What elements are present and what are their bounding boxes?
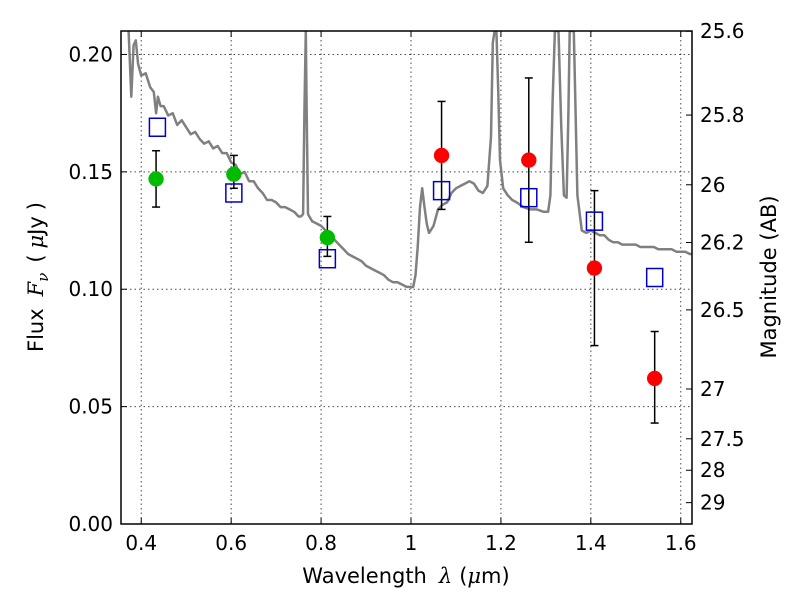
data-markers: [148, 117, 664, 387]
y-axis-symbol-subscript: ν: [34, 273, 52, 282]
mag-tick-label: 26: [700, 173, 725, 197]
mag-tick-label: 25.8: [700, 103, 745, 127]
x-tick-label: 1.2: [485, 531, 517, 555]
y-axis-unit-open: (: [24, 254, 48, 262]
x-tick-label: 1: [405, 531, 418, 555]
model-spectrum: [127, 31, 692, 289]
x-tick-label: 0.4: [125, 531, 157, 555]
x-axis-unit-mu: μ: [467, 564, 481, 588]
x-tick-label: 1.4: [575, 531, 607, 555]
mag-tick-label: 29: [700, 491, 725, 515]
red_detections-point: [646, 370, 663, 387]
y-axis-symbol: F: [24, 280, 48, 297]
red_detections-point: [433, 147, 450, 164]
x-axis-unit-rest: m): [481, 564, 510, 588]
y-axis-unit-close: ): [24, 202, 48, 210]
y-axis-unit-mu: μ: [24, 235, 48, 249]
plot-frame: [120, 30, 693, 525]
y-tick-label: 0.20: [68, 42, 113, 66]
model_photometry-point: [585, 211, 604, 231]
y-axis-title: Flux Fν ( μJy): [24, 202, 52, 352]
y-tick-label: 0.10: [68, 277, 113, 301]
x-axis-unit-open: (: [459, 564, 467, 588]
green_detections-point: [148, 171, 164, 187]
y-tick-label: 0.15: [68, 160, 113, 184]
model_photometry-point: [432, 180, 451, 201]
mag-tick-label: 26.2: [700, 231, 745, 255]
model_photometry-point: [225, 183, 243, 203]
mag-tick-label: 27.5: [700, 427, 745, 451]
model_photometry-point: [520, 187, 538, 208]
green_detections-point: [319, 229, 336, 246]
mag-tick-label: 28: [700, 458, 725, 482]
axis-ticks: 0.4 0.6 0.8 1 1.2 1.4 1.6 0.00 0.05 0.10 0.15 0.20 2…: [68, 19, 744, 555]
mag-tick-label: 25.6: [700, 19, 745, 43]
y-tick-label: 0.00: [68, 512, 113, 536]
grid-lines: [121, 31, 692, 525]
red_detections-point: [586, 260, 603, 276]
x-tick-label: 0.8: [305, 531, 337, 555]
red_detections-point: [521, 152, 537, 168]
model_photometry-point: [148, 117, 167, 138]
x-axis-title-text: Wavelength: [302, 564, 427, 588]
y-axis-unit-rest: Jy: [24, 216, 48, 237]
mag-tick-label: 26.5: [700, 298, 745, 322]
y2-axis-title: Magnitude (AB): [757, 195, 781, 358]
x-axis-title: Wavelength λ (μm): [302, 564, 509, 588]
mag-tick-label: 27: [700, 377, 725, 401]
x-axis-symbol: λ: [438, 564, 452, 588]
spectrum-line: [127, 31, 692, 289]
y-axis-title-text: Flux: [24, 308, 48, 352]
model_photometry-point: [318, 248, 337, 269]
model_photometry-point: [645, 267, 664, 288]
y-tick-label: 0.05: [68, 395, 113, 419]
x-tick-label: 0.6: [215, 531, 247, 555]
green_detections-point: [226, 166, 242, 182]
x-tick-label: 1.6: [665, 531, 697, 555]
